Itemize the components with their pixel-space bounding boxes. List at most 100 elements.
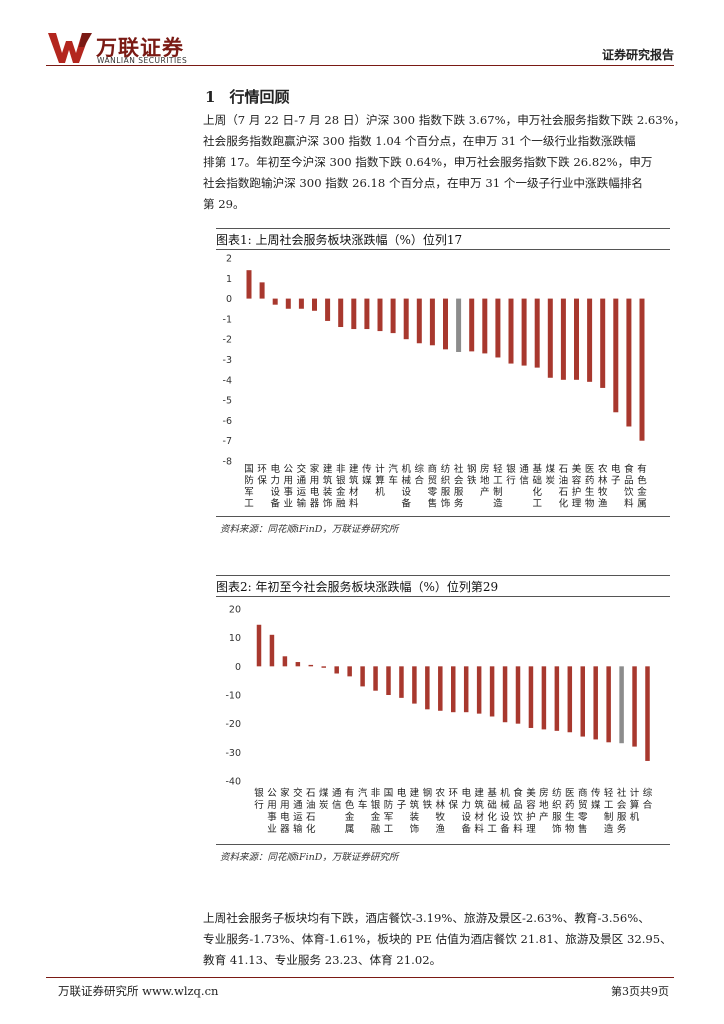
- x-tick-label-char: 器: [310, 499, 320, 510]
- x-tick-label-char: 饰: [410, 823, 420, 835]
- x-tick-label-char: 机: [375, 486, 385, 498]
- bar: [600, 298, 606, 388]
- bar: [308, 664, 314, 667]
- x-tick-label-char: 料: [474, 823, 484, 835]
- y-tick-label: 0: [235, 662, 241, 673]
- bar: [256, 624, 262, 667]
- x-tick-label-char: 基: [487, 787, 497, 799]
- x-tick-label-char: 电: [280, 811, 290, 823]
- x-tick-label-char: 饮: [624, 486, 634, 498]
- x-tick-label-char: 金: [345, 811, 355, 823]
- bar: [554, 666, 560, 731]
- chart2-source: 资料来源：同花顺iFinD，万联证券研究所: [220, 852, 399, 863]
- chart1-title-rule: [216, 249, 670, 250]
- x-tick-label-char: 军: [384, 812, 394, 823]
- x-tick-label-char: 造: [604, 823, 614, 835]
- x-tick-label-char: 钢: [467, 463, 477, 475]
- x-tick-label-char: 理: [572, 499, 582, 510]
- bar: [482, 298, 488, 354]
- x-tick-label-char: 材: [349, 486, 359, 498]
- x-tick-label-char: 化: [532, 486, 542, 498]
- x-tick-label-char: 产: [480, 486, 490, 498]
- bar: [416, 298, 422, 344]
- x-tick-label-char: 有: [345, 787, 355, 799]
- x-tick-label-char: 物: [585, 498, 595, 510]
- x-tick-label-char: 饰: [552, 823, 562, 835]
- x-tick-label-char: 理: [526, 824, 536, 835]
- x-tick-label-char: 融: [336, 499, 346, 510]
- x-tick-label-char: 贸: [578, 799, 588, 811]
- y-tick-label: 1: [226, 274, 232, 285]
- x-tick-label-char: 通: [332, 788, 342, 799]
- x-tick-label-char: 交: [293, 787, 303, 799]
- bar: [403, 298, 409, 340]
- x-tick-label-char: 石: [559, 464, 569, 475]
- logo-text-en: WANLIAN SECURITIES: [97, 56, 188, 65]
- bar: [495, 298, 501, 358]
- x-tick-label-char: 料: [513, 823, 523, 835]
- bar: [560, 298, 566, 380]
- x-tick-label-char: 织: [552, 799, 562, 811]
- section-number: 1: [205, 88, 216, 106]
- x-tick-label-char: 物: [565, 823, 575, 835]
- x-tick-label-char: 房: [480, 463, 490, 475]
- x-tick-label-char: 设: [461, 812, 471, 823]
- bar: [443, 298, 448, 350]
- x-tick-label-char: 备: [270, 498, 280, 510]
- bar: [593, 666, 598, 740]
- x-tick-label-char: 工: [487, 824, 497, 835]
- x-tick-label-char: 工: [493, 476, 503, 487]
- bar: [282, 656, 288, 667]
- x-tick-label-char: 制: [493, 486, 503, 498]
- y-tick-label: -10: [225, 691, 241, 702]
- bar: [606, 666, 611, 743]
- bar: [325, 298, 331, 321]
- x-tick-label-char: 生: [565, 811, 575, 823]
- y-tick-label: -5: [223, 396, 232, 407]
- x-tick-label-char: 装: [323, 486, 333, 498]
- x-tick-label-char: 金: [637, 486, 647, 498]
- x-tick-label-char: 合: [415, 475, 425, 487]
- x-tick-label-char: 设: [401, 487, 411, 498]
- x-tick-label-char: 用: [310, 476, 320, 487]
- x-tick-label-char: 化: [306, 823, 316, 835]
- x-tick-label-char: 机: [401, 463, 411, 475]
- x-tick-label-char: 工: [384, 824, 394, 835]
- x-tick-label-char: 电: [270, 463, 280, 475]
- x-tick-label-char: 传: [591, 787, 601, 799]
- x-tick-label-char: 用: [280, 800, 290, 811]
- bar: [390, 298, 396, 334]
- x-tick-label-char: 业: [267, 824, 277, 835]
- chart2-bottom-rule: [216, 844, 670, 845]
- x-tick-label-char: 林: [598, 475, 608, 487]
- x-tick-label-char: 社: [454, 463, 464, 475]
- x-tick-label-char: 传: [362, 463, 372, 475]
- x-tick-label-char: 医: [585, 464, 595, 475]
- x-tick-label-char: 品: [624, 476, 634, 487]
- bar: [521, 298, 527, 366]
- bar: [613, 298, 619, 413]
- x-tick-label-char: 筑: [323, 475, 333, 487]
- x-tick-label-char: 药: [565, 800, 575, 811]
- x-tick-label-char: 车: [358, 799, 368, 811]
- x-tick-label-char: 电: [397, 787, 407, 799]
- x-tick-label-char: 银: [371, 799, 381, 811]
- chart1-weekly-change: 210-1-2-3-4-5-6-7-8国防军工环保电力设备公用事业交通运输家用电…: [223, 254, 648, 510]
- x-tick-label-char: 会: [454, 475, 464, 487]
- x-tick-label-char: 算: [630, 799, 640, 811]
- x-tick-label-char: 建: [349, 463, 359, 475]
- bar: [272, 298, 278, 305]
- bar: [429, 298, 435, 346]
- x-tick-label-char: 药: [585, 476, 595, 487]
- chart2-title-rule: [216, 596, 670, 597]
- x-tick-label-char: 合: [643, 799, 653, 811]
- x-tick-label-char: 保: [257, 475, 267, 487]
- x-tick-label-char: 属: [345, 824, 355, 835]
- x-tick-label-char: 算: [375, 475, 385, 487]
- y-tick-label: 10: [229, 633, 241, 644]
- paragraph-line: 社会服务指数跑赢沪深 300 指数 1.04 个百分点，在申万 31 个一级行业…: [203, 134, 636, 148]
- chart1-top-rule: [216, 228, 670, 229]
- x-tick-label-char: 材: [474, 811, 484, 823]
- x-tick-label-char: 力: [270, 475, 280, 487]
- x-tick-label-char: 基: [532, 463, 542, 475]
